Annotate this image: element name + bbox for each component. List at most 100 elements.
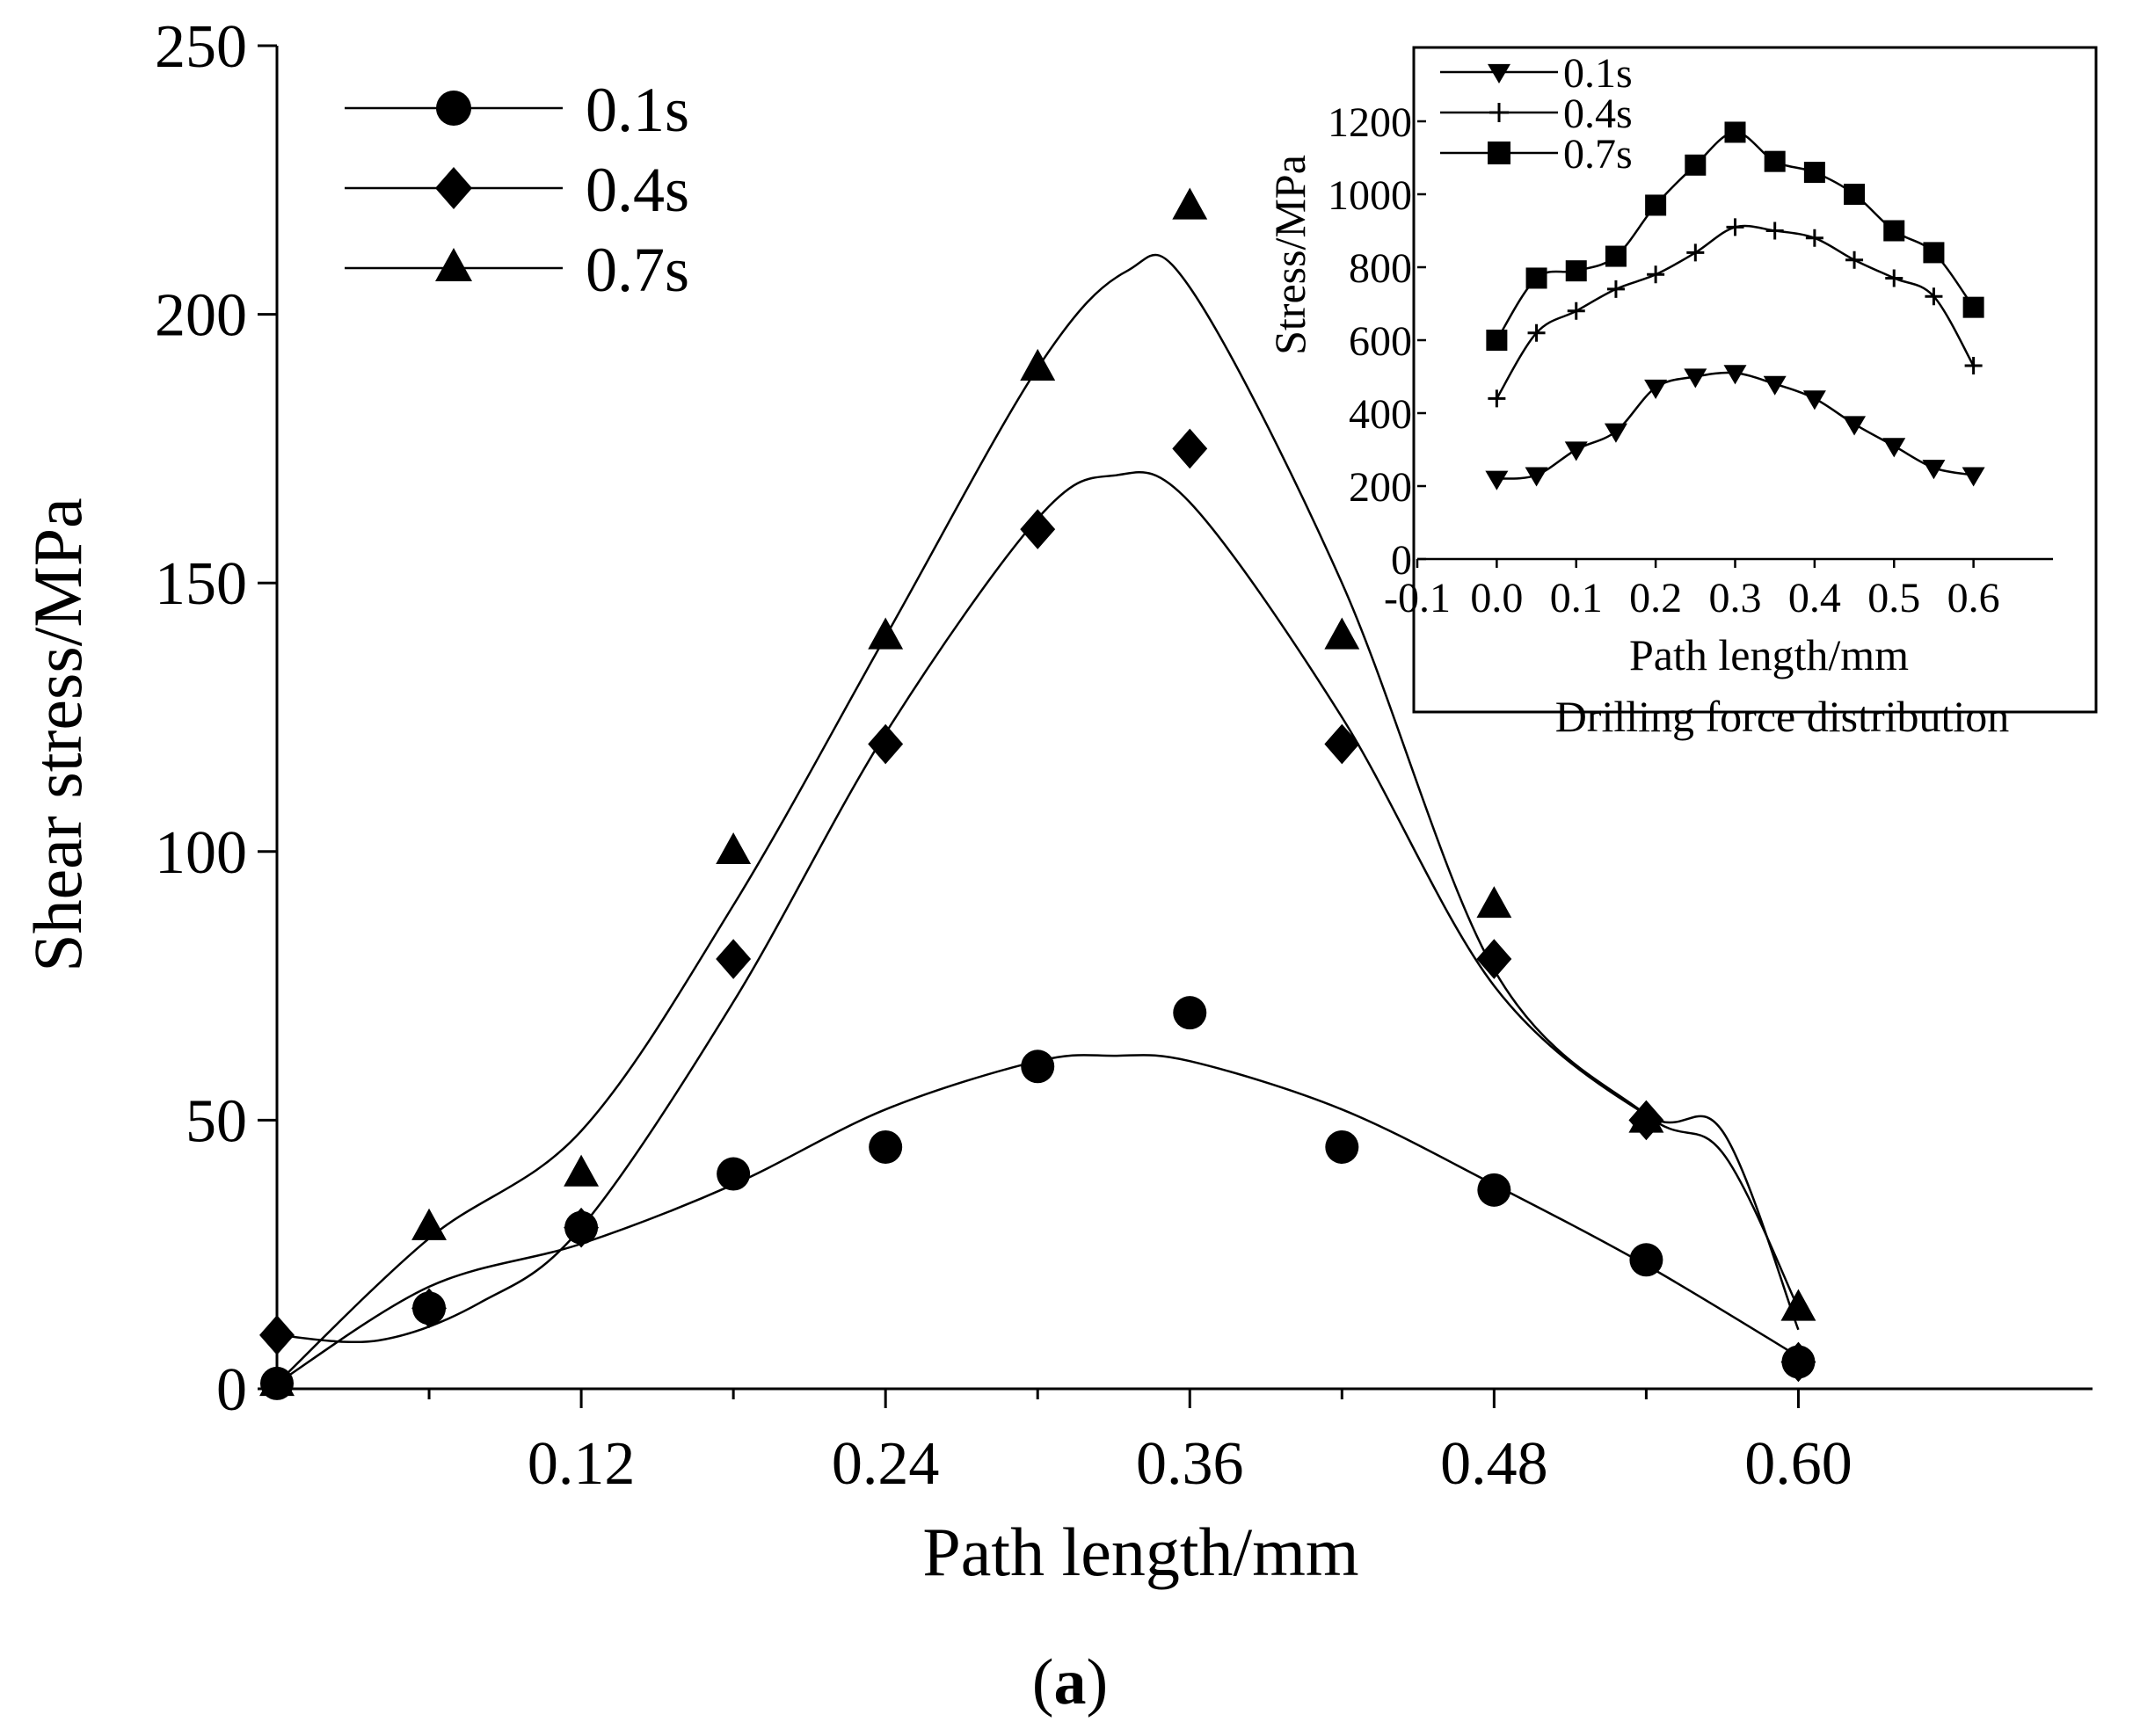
series-0.7s [259, 187, 1816, 1397]
inset-x-tick-label: 0.2 [1629, 575, 1682, 621]
inset-legend-label: 0.4s [1563, 91, 1633, 137]
data-point [1020, 348, 1056, 381]
data-point [1172, 428, 1208, 469]
legend-marker [436, 91, 471, 126]
inset-data-point [1527, 323, 1546, 342]
legend-marker [435, 248, 472, 281]
inset-legend: 0.1s0.4s0.7s [1440, 50, 1633, 178]
data-point [259, 1315, 295, 1355]
fit-curve [276, 1054, 1800, 1384]
inset-data-point [1525, 467, 1548, 487]
inset-data-point [1843, 416, 1867, 436]
data-point [1477, 1173, 1511, 1207]
data-point [1021, 1050, 1055, 1084]
inset-data-point [1565, 260, 1587, 282]
data-point [564, 1207, 600, 1248]
inset-x-axis-title: Path length/mm [1629, 630, 1909, 679]
inset-data-point [1564, 441, 1588, 461]
data-point [1020, 509, 1056, 549]
inset-data-point [1844, 184, 1866, 205]
inset-x-tick-label: 0.0 [1470, 575, 1523, 621]
inset-x-tick-label: 0.5 [1867, 575, 1920, 621]
inset-data-point [1802, 390, 1826, 410]
inset-y-tick-label: 1000 [1328, 172, 1412, 219]
inset-legend-label: 0.1s [1563, 50, 1633, 97]
inset-data-point [1685, 154, 1707, 176]
data-point [717, 1157, 751, 1191]
inset-x-tick-label: -0.1 [1384, 575, 1451, 621]
inset-data-point [1567, 301, 1585, 320]
data-point [716, 939, 752, 979]
inset-data-point [1647, 265, 1665, 284]
inset-data-point [1723, 365, 1747, 385]
inset-data-point [1962, 296, 1984, 318]
y-tick-label: 250 [155, 13, 247, 81]
data-point [1173, 996, 1207, 1030]
data-point [1629, 1243, 1663, 1277]
inset-data-point [1488, 389, 1506, 408]
x-tick-label: 0.60 [1744, 1430, 1852, 1498]
legend-label: 0.1s [586, 75, 689, 145]
x-tick-label: 0.48 [1440, 1430, 1548, 1498]
inset-data-point [1485, 470, 1509, 490]
data-point [1325, 1129, 1359, 1164]
series-0.1s [260, 996, 1816, 1400]
inset-data-point [1882, 438, 1906, 458]
data-point [1324, 617, 1360, 650]
data-point [1476, 886, 1512, 919]
inset-legend-marker [1488, 142, 1510, 164]
inset-title: Drilling force distribution [1555, 692, 2010, 741]
x-tick-label: 0.12 [528, 1430, 636, 1498]
data-point [1324, 723, 1360, 765]
inset-series-0.4s [1488, 218, 1983, 408]
data-point [1476, 939, 1512, 979]
legend-label: 0.7s [586, 235, 689, 305]
inset-x-tick-label: 0.1 [1550, 575, 1603, 621]
data-point [564, 1154, 600, 1187]
data-point [716, 832, 752, 865]
inset-data-point [1765, 222, 1784, 240]
inset-data-point [1645, 194, 1667, 216]
inset-data-point [1604, 423, 1627, 443]
inset-y-tick-label: 600 [1349, 318, 1412, 365]
data-point [869, 1129, 903, 1164]
inset-x-tick-label: 0.6 [1947, 575, 2000, 621]
legend-marker [435, 167, 472, 209]
inset-data-point [1605, 245, 1627, 267]
inset-data-point [1885, 269, 1903, 287]
data-point [868, 723, 904, 765]
inset-data-point [1805, 229, 1823, 247]
inset-data-point [1803, 162, 1825, 184]
inset-x-tick-label: 0.3 [1709, 575, 1762, 621]
x-tick-label: 0.24 [832, 1430, 940, 1498]
inset-data-point [1606, 280, 1625, 298]
inset-legend-marker [1489, 103, 1509, 122]
inset-series-line [1496, 371, 1974, 480]
inset-y-tick-label: 800 [1349, 245, 1412, 292]
inset-data-point [1845, 251, 1864, 269]
figure-caption: (a) [1032, 1646, 1108, 1718]
y-tick-label: 0 [216, 1356, 247, 1424]
series-0.4s [259, 428, 1816, 1383]
data-point [1172, 187, 1208, 220]
data-point [1628, 1100, 1664, 1133]
data-point [1780, 1341, 1816, 1383]
legend: 0.1s 0.4s 0.7s [345, 75, 689, 305]
fit-curve [276, 470, 1800, 1344]
data-point [411, 1288, 447, 1329]
inset-y-tick-label: 1200 [1328, 99, 1412, 146]
inset-frame [1412, 46, 2098, 714]
data-point [259, 1364, 295, 1397]
inset-data-point [1923, 242, 1945, 264]
inset-x-tick-label: 0.4 [1788, 575, 1841, 621]
inset-legend-label: 0.7s [1563, 131, 1633, 178]
inset-y-tick-label: 0 [1391, 537, 1412, 584]
inset-data-point [1726, 218, 1744, 236]
inset-y-tick-label: 200 [1349, 464, 1412, 511]
inset-data-point [1764, 150, 1786, 172]
x-tick-label: 0.36 [1136, 1430, 1244, 1498]
fit-curve [276, 253, 1800, 1384]
